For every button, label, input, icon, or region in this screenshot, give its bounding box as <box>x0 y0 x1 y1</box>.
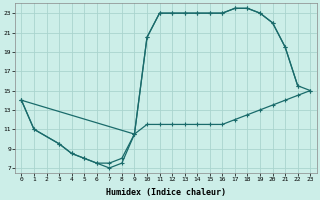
X-axis label: Humidex (Indice chaleur): Humidex (Indice chaleur) <box>106 188 226 197</box>
